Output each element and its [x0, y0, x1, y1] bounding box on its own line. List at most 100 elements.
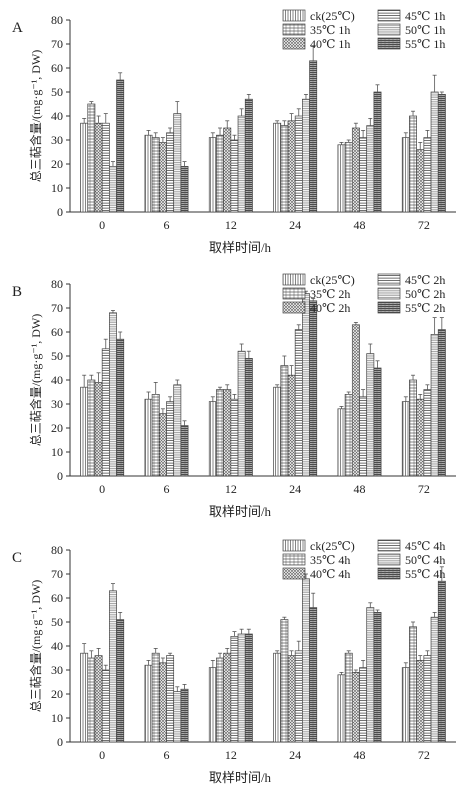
y-tick-label: 70 — [51, 301, 63, 315]
x-tick-label: 72 — [418, 218, 430, 232]
bar — [423, 655, 432, 743]
legend-swatch — [282, 553, 306, 566]
y-tick-label: 20 — [51, 687, 63, 701]
y-axis-title: 总三萜含量/(mg·g⁻¹, DW) — [28, 50, 43, 183]
bar — [208, 401, 217, 477]
y-tick-label: 10 — [51, 445, 63, 459]
legend-swatch — [282, 273, 306, 286]
x-tick-label: 0 — [99, 218, 105, 232]
bar — [208, 137, 217, 213]
bar — [151, 137, 160, 213]
bar — [158, 413, 167, 477]
bar — [437, 329, 446, 477]
bar — [416, 660, 425, 743]
bar — [230, 636, 239, 743]
bar — [430, 91, 439, 213]
bar — [294, 115, 303, 213]
bar — [166, 401, 175, 477]
y-tick-label: 40 — [51, 639, 63, 653]
bar — [423, 389, 432, 477]
legend-item: 50℃ 4h — [377, 553, 445, 567]
bar — [158, 142, 167, 213]
legend-swatch — [377, 567, 401, 580]
bar — [173, 113, 182, 213]
bar — [351, 672, 360, 743]
bar — [273, 652, 282, 743]
bar — [373, 612, 382, 743]
legend-item: ck(25℃) — [282, 539, 355, 553]
bar — [280, 125, 289, 213]
bar — [173, 384, 182, 477]
bar — [430, 616, 439, 743]
bar — [294, 329, 303, 477]
bar — [101, 122, 110, 213]
bar — [237, 633, 246, 743]
bar — [430, 334, 439, 477]
legend-item: 45℃ 1h — [377, 9, 445, 23]
panel-label: C — [12, 550, 22, 566]
legend-swatch — [377, 287, 401, 300]
x-tick-label: 24 — [289, 218, 301, 232]
x-tick-label: 48 — [354, 482, 366, 496]
bar — [437, 94, 446, 213]
y-tick-label: 50 — [51, 349, 63, 363]
legend-label: 40℃ 1h — [310, 37, 350, 51]
bar — [94, 122, 103, 213]
y-tick-label: 0 — [57, 469, 63, 483]
x-tick-label: 6 — [164, 218, 170, 232]
legend-item: ck(25℃) — [282, 9, 355, 23]
x-axis-title: 取样时间/h — [209, 504, 272, 519]
x-tick-label: 72 — [418, 748, 430, 762]
legend-label: 40℃ 2h — [310, 301, 350, 315]
bar — [287, 374, 296, 477]
x-tick-label: 0 — [99, 748, 105, 762]
legend-item: 50℃ 2h — [377, 287, 445, 301]
bar — [359, 667, 368, 743]
bar — [359, 396, 368, 477]
legend-swatch — [282, 37, 306, 50]
x-tick-label: 6 — [164, 482, 170, 496]
legend-item: 45℃ 4h — [377, 539, 445, 553]
bar — [94, 382, 103, 477]
bar — [101, 669, 110, 743]
legend-label: 50℃ 2h — [405, 287, 445, 301]
legend-swatch — [377, 9, 401, 22]
bar — [80, 122, 89, 213]
y-axis-title: 总三萜含量/(mg·g⁻¹, DW) — [28, 580, 43, 713]
y-tick-label: 70 — [51, 37, 63, 51]
y-tick-label: 30 — [51, 663, 63, 677]
bar — [351, 324, 360, 477]
legend-item: 35℃ 2h — [282, 287, 350, 301]
bar — [166, 132, 175, 213]
bar — [230, 398, 239, 477]
bar — [180, 425, 189, 477]
bar — [302, 98, 310, 213]
bar — [344, 394, 353, 477]
bar — [166, 655, 175, 743]
y-tick-label: 10 — [51, 711, 63, 725]
bar — [273, 386, 282, 477]
y-tick-label: 30 — [51, 397, 63, 411]
legend-label: ck(25℃) — [310, 9, 355, 23]
bar — [409, 379, 417, 477]
y-axis-title: 总三萜含量/(mg·g⁻¹, DW) — [28, 314, 43, 447]
chart-panel-a: A 0 10 20 30 40 50 60 70 80 0 6 12 24 48 72 取样时间/h 总三萜含量/… — [12, 9, 456, 255]
legend-label: 35℃ 2h — [310, 287, 350, 301]
legend-item: 55℃ 4h — [377, 567, 445, 581]
legend-item: 55℃ 1h — [377, 37, 445, 51]
bar — [80, 652, 89, 743]
bar — [173, 691, 182, 743]
bar — [230, 139, 239, 213]
bar — [244, 98, 253, 213]
legend-swatch — [282, 23, 306, 36]
y-tick-label: 60 — [51, 591, 63, 605]
bar — [237, 115, 246, 213]
bar — [151, 652, 160, 743]
legend-label: 55℃ 2h — [405, 301, 445, 315]
bar — [409, 626, 417, 743]
x-tick-label: 24 — [289, 748, 301, 762]
y-tick-label: 0 — [57, 205, 63, 219]
bar — [273, 122, 282, 213]
bar — [309, 300, 318, 477]
